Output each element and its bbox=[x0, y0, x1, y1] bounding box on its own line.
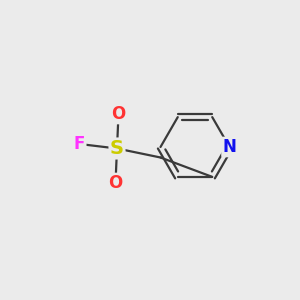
Text: S: S bbox=[110, 139, 124, 158]
Text: O: O bbox=[111, 105, 126, 123]
Text: O: O bbox=[108, 174, 123, 192]
Text: F: F bbox=[74, 135, 85, 153]
Text: N: N bbox=[223, 138, 236, 156]
